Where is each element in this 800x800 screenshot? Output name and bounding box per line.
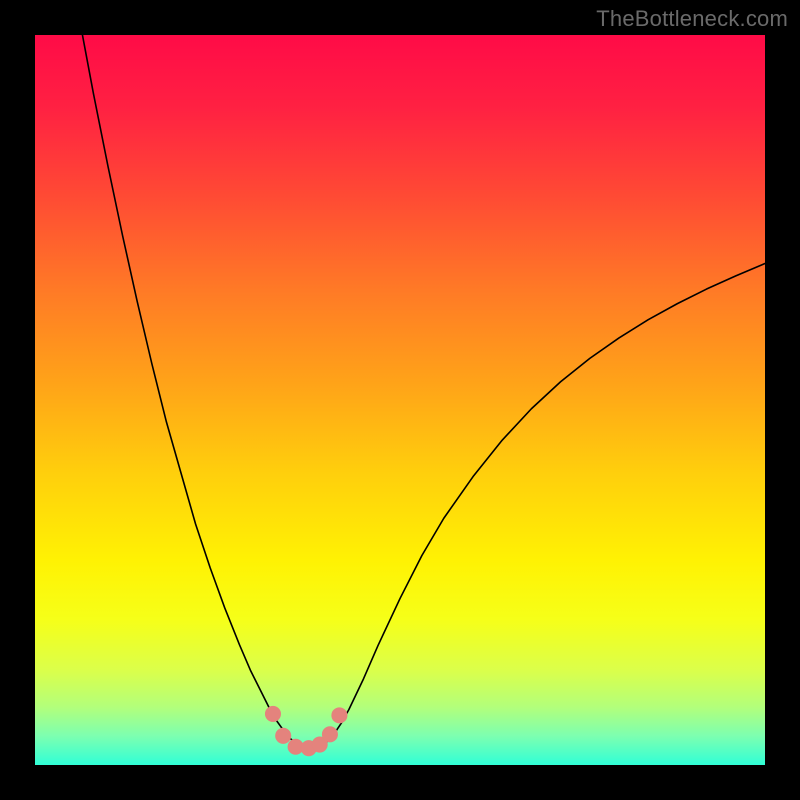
marker-point bbox=[332, 708, 347, 723]
page-container: TheBottleneck.com bbox=[0, 0, 800, 800]
marker-point bbox=[322, 727, 337, 742]
marker-point bbox=[276, 728, 291, 743]
chart-background bbox=[35, 35, 765, 765]
bottleneck-chart bbox=[35, 35, 765, 765]
chart-plot-area bbox=[35, 35, 765, 765]
marker-point bbox=[265, 706, 280, 721]
watermark-text: TheBottleneck.com bbox=[596, 6, 788, 32]
